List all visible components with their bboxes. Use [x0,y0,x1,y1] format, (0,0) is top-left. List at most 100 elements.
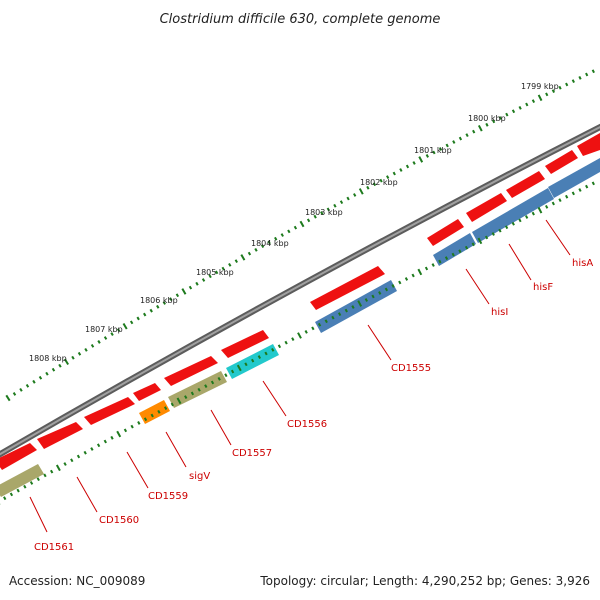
forward-gene[interactable] [221,330,269,358]
minor-tick [424,266,429,271]
forward-gene[interactable] [0,443,37,470]
gene-label[interactable]: CD1555 [391,363,431,374]
forward-gene[interactable] [577,133,600,156]
forward-gene[interactable] [310,266,385,310]
minor-tick [169,297,173,301]
minor-tick [210,380,215,385]
leader-line [262,380,287,417]
minor-tick [293,225,298,230]
forward-gene[interactable] [466,193,507,222]
minor-tick [204,384,208,389]
minor-tick [458,136,463,141]
minor-tick [346,196,350,201]
minor-tick [36,477,40,482]
forward-gene[interactable] [506,171,545,198]
minor-tick [518,105,522,110]
minor-tick [16,488,20,493]
reverse-gene-sigv[interactable] [139,400,170,424]
reverse-gene-hisa[interactable] [548,158,600,198]
minor-tick [103,439,107,444]
minor-tick [19,387,23,392]
reverse-gene-hisi[interactable] [433,233,476,266]
label-leader-lines [29,219,571,533]
minor-tick [190,391,195,396]
major-tick [181,288,187,295]
minor-tick [32,379,36,384]
reverse-gene-cd1555[interactable] [315,280,397,333]
minor-tick [3,496,7,501]
forward-strand-genes [0,133,600,470]
gene-label[interactable]: hisF [533,282,553,293]
minor-tick [38,375,43,380]
minor-tick [84,347,88,352]
minor-tick [398,280,402,285]
kbp-label: 1799 kbp [521,82,559,91]
forward-gene[interactable] [164,356,218,386]
kbp-label: 1800 kbp [468,114,506,123]
minor-tick [444,256,449,260]
minor-tick [425,154,429,158]
minor-tick [371,294,375,299]
minor-tick [221,266,225,271]
forward-gene[interactable] [84,397,135,425]
minor-tick [123,428,128,433]
minor-tick [451,252,455,257]
minor-tick [264,351,268,356]
minor-tick [116,328,121,333]
minor-tick [571,191,575,196]
forward-gene[interactable] [133,383,161,401]
reverse-gene-hisf[interactable] [472,188,554,243]
reverse-gene-cd1561[interactable] [0,464,44,497]
minor-tick [306,218,311,223]
minor-tick [228,262,232,267]
forward-gene[interactable] [545,150,578,174]
gene-label[interactable]: CD1557 [232,448,272,459]
minor-tick [331,315,335,320]
major-tick [116,430,122,438]
accession-text: Accession: NC_009089 [9,574,145,588]
inner-tick-arc [0,181,595,505]
minor-tick [284,340,288,345]
minor-tick [452,140,456,144]
minor-tick [129,320,134,325]
gene-label[interactable]: CD1559 [148,491,188,502]
minor-tick [438,259,442,264]
reverse-gene-cd1557[interactable] [168,371,227,408]
leader-line [165,431,187,468]
major-tick [418,156,424,163]
minor-tick [491,119,496,124]
minor-tick [578,75,582,80]
gene-label[interactable]: CD1561 [34,542,74,553]
gene-label[interactable]: hisA [572,258,593,269]
minor-tick [465,133,469,137]
minor-tick [149,308,153,313]
minor-tick [404,277,409,281]
forward-gene[interactable] [427,219,464,246]
leader-line [126,451,149,489]
minor-tick [157,409,161,414]
forward-gene[interactable] [37,422,83,449]
major-tick [358,188,364,195]
gene-label[interactable]: sigV [189,471,210,482]
minor-tick [230,369,235,374]
minor-tick [585,72,589,77]
minor-tick [143,417,148,422]
leader-line [545,219,571,256]
gene-label[interactable]: hisI [491,307,508,318]
minor-tick [71,355,75,360]
minor-tick [143,312,147,317]
gene-label[interactable]: CD1556 [287,419,327,430]
minor-tick [372,182,377,187]
minor-tick [324,319,328,324]
minor-tick [504,225,509,230]
minor-tick [464,245,469,250]
minor-tick [130,424,134,429]
minor-tick [271,347,275,352]
minor-tick [565,82,569,87]
minor-tick [491,232,495,236]
minor-tick [471,242,475,247]
minor-tick [291,337,295,341]
gene-label[interactable]: CD1560 [99,515,139,526]
leader-line [367,324,392,361]
